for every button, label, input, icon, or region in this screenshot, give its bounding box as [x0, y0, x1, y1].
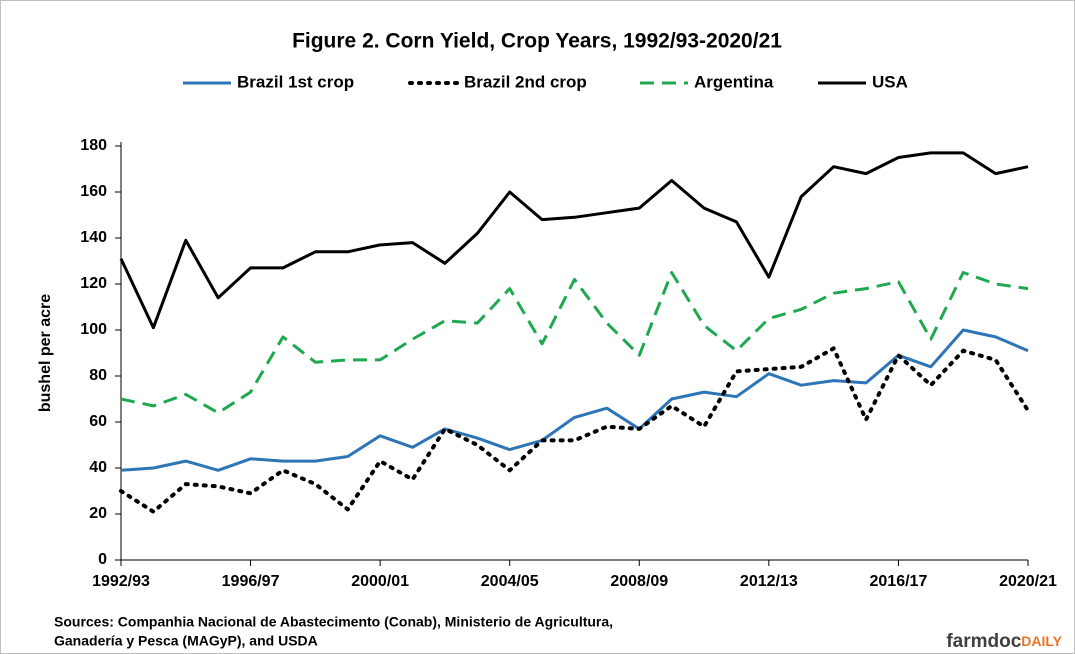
- y-axis-label: bushel per acre: [37, 294, 54, 412]
- y-tick-label: 160: [80, 183, 107, 200]
- series-line: [119, 151, 1029, 330]
- brand: farmdocDAILY: [946, 631, 1062, 652]
- y-tick-label: 80: [89, 367, 107, 384]
- x-tick-label: 2020/21: [999, 573, 1057, 590]
- x-tick-label: 1992/93: [92, 573, 150, 590]
- source: Sources: Companhia Nacional de Abastecim…: [54, 614, 613, 630]
- source: Ganadería y Pesca (MAGyP), and USDA: [54, 633, 318, 649]
- y-tick-label: 0: [98, 551, 107, 568]
- y-tick-label: 140: [80, 229, 107, 246]
- y-tick-label: 40: [89, 459, 107, 476]
- legend-label: USA: [872, 72, 908, 91]
- x-tick-label: 1996/97: [222, 573, 280, 590]
- y-tick-label: 60: [89, 413, 107, 430]
- series-line: [119, 346, 1030, 514]
- chart-title: Figure 2. Corn Yield, Crop Years, 1992/9…: [292, 30, 782, 53]
- series-line: [120, 328, 1029, 472]
- x-tick-label: 2012/13: [740, 573, 798, 590]
- brand-part: DAILY: [1021, 633, 1062, 649]
- x-tick-label: 2000/01: [351, 573, 409, 590]
- y-tick-label: 180: [80, 137, 107, 154]
- brand-part: farmdoc: [946, 631, 1021, 652]
- series-line: [120, 271, 1029, 415]
- legend-label: Brazil 1st crop: [237, 72, 354, 91]
- y-tick-label: 100: [80, 321, 107, 338]
- x-tick-label: 2016/17: [870, 573, 928, 590]
- y-tick-label: 120: [80, 275, 107, 292]
- legend-label: Argentina: [694, 72, 774, 91]
- x-tick-label: 2008/09: [610, 573, 668, 590]
- x-tick-label: 2004/05: [481, 573, 539, 590]
- legend-label: Brazil 2nd crop: [464, 72, 587, 91]
- y-tick-label: 20: [89, 505, 107, 522]
